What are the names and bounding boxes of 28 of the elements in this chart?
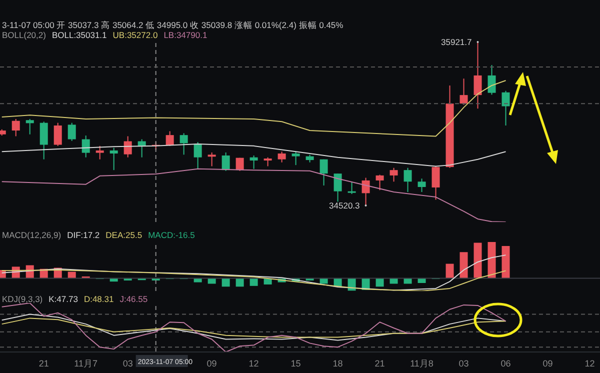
text: MACD(12,26,9) xyxy=(2,230,62,240)
x-tick-label: 11月8 xyxy=(410,358,434,368)
text: DEA:25.5 xyxy=(106,230,142,240)
text: BOLL:35031.1 xyxy=(52,30,107,40)
x-tick-label: 11月7 xyxy=(74,358,98,368)
x-tick-label: 12 xyxy=(584,358,595,368)
annotation: K:47.73 xyxy=(48,294,78,304)
x-tick-label: 12 xyxy=(248,358,259,368)
x-tick-label: 21 xyxy=(374,358,385,368)
x-tick-label: 21 xyxy=(38,358,49,368)
x-tick-label: 03 xyxy=(122,358,133,368)
text: DIF:17.2 xyxy=(67,230,100,240)
annotation: KDJ(9,3,3) xyxy=(2,294,43,304)
x-tick-label: 06 xyxy=(500,358,511,368)
annotation: D:48.31 xyxy=(84,294,114,304)
text: MACD:-16.5 xyxy=(148,230,195,240)
chart-subtitle: 3-11-07 05:00 开 35037.3 高 35064.2 低 34995.0 收 35039.8 涨幅 0.01%(2.4) 振幅 0.45% xyxy=(2,20,344,30)
text: LB:34790.1 xyxy=(164,30,208,40)
x-tick-label: 15 xyxy=(290,358,301,368)
x-tick-label: 03 xyxy=(458,358,469,368)
text: UB:35272.0 xyxy=(112,30,158,40)
text: BOLL(20,2) xyxy=(2,30,46,40)
x-tick-label: 18 xyxy=(332,358,343,368)
annotation: 34520.3 xyxy=(329,200,360,211)
x-tick-label: 09 xyxy=(206,358,217,368)
annotation: J:46.55 xyxy=(120,294,148,304)
x-tick-label: 09 xyxy=(542,358,553,368)
annotation: 35921.7 xyxy=(441,37,472,48)
